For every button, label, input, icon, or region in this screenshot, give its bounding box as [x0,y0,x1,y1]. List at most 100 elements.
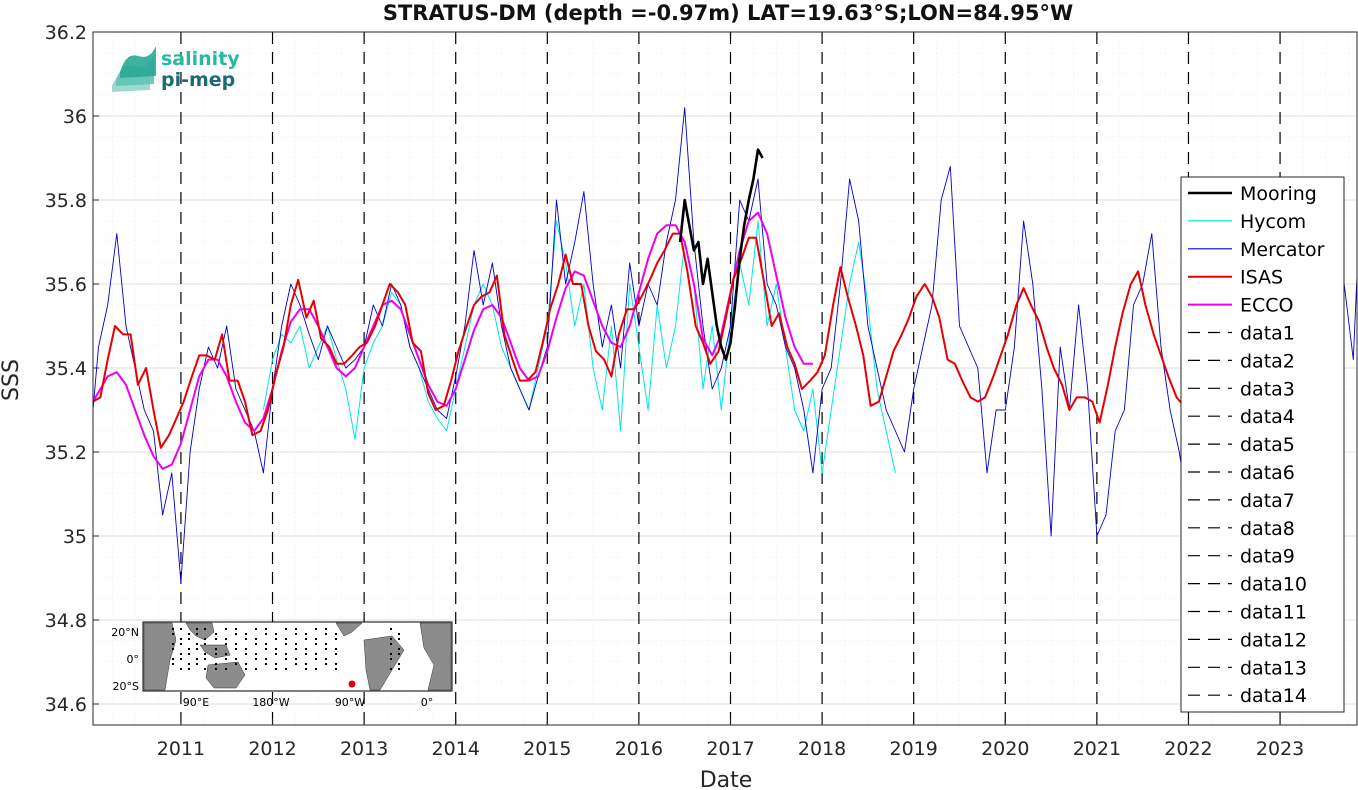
legend-label: data6 [1240,462,1295,484]
buoy-dot [390,643,392,645]
buoy-dot [295,633,297,635]
x-axis-ticks: 2011 2012 2013 2014 2015 2016 2017 2018 2019 2020… [157,719,1304,760]
buoy-dot [325,633,327,635]
buoy-dot [335,653,337,655]
buoy-dot [204,638,206,640]
buoy-dot [255,658,257,660]
buoy-dot [265,658,267,660]
buoy-dot [245,633,247,635]
y-tick-label: 35.2 [45,442,87,464]
buoy-dot [204,658,206,660]
legend-label: data12 [1240,629,1307,651]
buoy-dot [335,668,337,670]
x-tick-label: 2023 [1256,738,1304,760]
buoy-dot [196,633,198,635]
x-tick-label: 2020 [981,738,1029,760]
buoy-dot [275,633,277,635]
map-lon-label-180w: 180°W [252,696,289,709]
buoy-dot [172,658,174,660]
buoy-dot [245,668,247,670]
y-tick-label: 35 [63,526,87,548]
buoy-dot [188,668,190,670]
buoy-dot [390,658,392,660]
inset-map: 20°N 0° 20°S 90°E 180°W 90°W 0° [111,621,453,709]
legend-label: Mooring [1240,183,1317,205]
buoy-dot [180,628,182,630]
y-tick-label: 36 [63,106,87,128]
buoy-dot [225,658,227,660]
buoy-dot [188,638,190,640]
y-axis-label: SSS [0,359,24,401]
map-lon-label-90e: 90°E [183,696,209,709]
buoy-dot [398,638,400,640]
buoy-dot [315,658,317,660]
stratus-location-marker [348,680,356,688]
buoy-dot [265,628,267,630]
buoy-dot [398,653,400,655]
series-isas [92,232,1192,449]
legend-label: data9 [1240,546,1295,568]
buoy-dot [188,653,190,655]
buoy-dot [245,638,247,640]
legend-label: ISAS [1240,267,1283,289]
buoy-dot [398,663,400,665]
buoy-dot [188,663,190,665]
buoy-dot [172,628,174,630]
buoy-dot [305,638,307,640]
buoy-dot [225,638,227,640]
buoy-dot [398,633,400,635]
plot-frame [92,31,1358,726]
series-ecco [92,211,813,470]
legend-label: data14 [1240,685,1307,707]
buoy-dot [215,633,217,635]
buoy-dot [325,643,327,645]
buoy-dot [255,653,257,655]
x-tick-label: 2015 [523,738,571,760]
x-tick-label: 2014 [432,738,480,760]
buoy-dot [305,653,307,655]
buoy-dot [335,633,337,635]
legend-label: data3 [1240,378,1295,400]
legend: Mooring Hycom Mercator ISAS ECCO data1 data2 da… [1180,176,1345,713]
legend-label: ECCO [1240,295,1294,317]
buoy-dot [196,643,198,645]
buoy-dot [196,648,198,650]
buoy-dot [265,648,267,650]
buoy-dot [305,668,307,670]
buoy-dot [225,653,227,655]
buoy-dot [390,653,392,655]
x-tick-label: 2021 [1073,738,1121,760]
buoy-dot [285,653,287,655]
series-mooring [678,148,764,361]
map-lat-label-0: 0° [127,653,140,666]
buoy-dot [295,643,297,645]
x-tick-label: 2013 [340,738,388,760]
y-tick-label: 35.4 [45,358,87,380]
x-tick-label: 2018 [798,738,846,760]
buoy-dot [398,668,400,670]
buoy-dot [255,668,257,670]
buoy-dot [172,663,174,665]
buoy-dot [325,663,327,665]
legend-label: Hycom [1240,211,1306,233]
buoy-dot [204,628,206,630]
south-america-land [363,635,405,691]
buoy-dot [285,638,287,640]
buoy-dot [196,628,198,630]
mooring-array-dots [172,628,400,670]
buoy-dot [180,643,182,645]
y-tick-label: 35.6 [45,274,87,296]
buoy-dot [275,648,277,650]
buoy-dot [390,628,392,630]
buoy-dot [325,648,327,650]
buoy-dot [305,633,307,635]
buoy-dot [188,648,190,650]
legend-label: data13 [1240,657,1307,679]
buoy-dot [235,643,237,645]
buoy-dot [285,628,287,630]
buoy-dot [315,638,317,640]
buoy-dot [196,658,198,660]
buoy-dot [335,648,337,650]
buoy-dot [225,628,227,630]
